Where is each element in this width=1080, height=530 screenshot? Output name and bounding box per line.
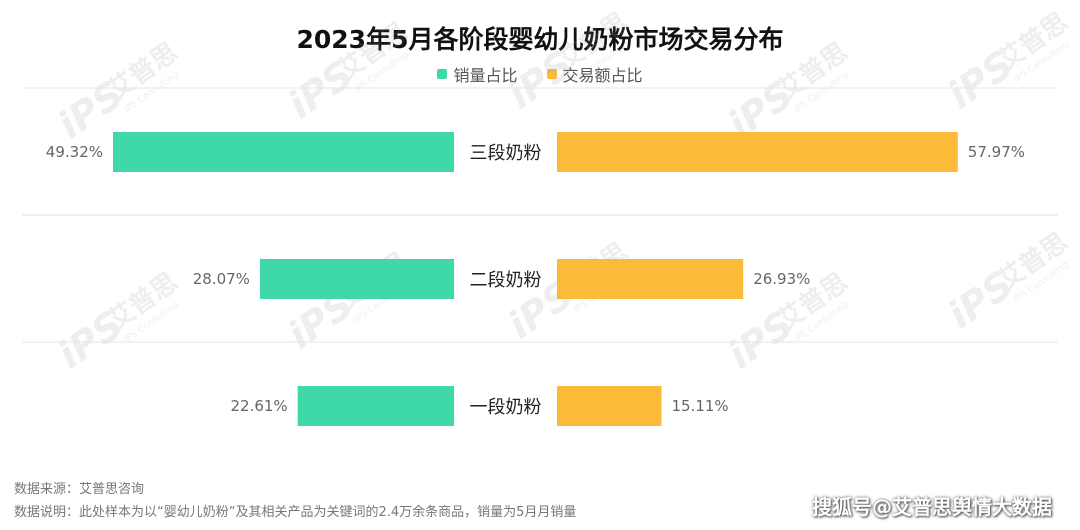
data-label-revenue: 26.93%	[753, 270, 810, 288]
legend-label-sales: 销量占比	[453, 66, 518, 85]
legend-swatch-sales	[437, 69, 448, 79]
bar-revenue	[557, 259, 744, 299]
bar-sales	[297, 386, 454, 426]
bar-revenue	[557, 386, 662, 426]
legend-swatch-revenue	[546, 69, 557, 79]
chart-legend: 销量占比 交易额占比	[0, 62, 1080, 86]
legend-item-revenue: 交易额占比	[546, 62, 643, 86]
category-label: 三段奶粉	[470, 143, 542, 164]
data-label-sales: 49.32%	[46, 143, 103, 161]
source-watermark: 搜狐号@艾普思舆情大数据	[812, 495, 1052, 519]
bar-revenue	[557, 132, 958, 172]
data-label-sales: 28.07%	[193, 270, 250, 288]
footer-source: 数据来源：艾普思咨询	[14, 482, 145, 497]
category-label: 一段奶粉	[470, 397, 542, 418]
legend-label-revenue: 交易额占比	[562, 66, 643, 85]
bar-sales	[113, 132, 454, 172]
data-label-sales: 22.61%	[230, 397, 287, 415]
data-label-revenue: 15.11%	[671, 397, 728, 415]
data-label-revenue: 57.97%	[968, 143, 1025, 161]
chart-title: 2023年5月各阶段婴幼儿奶粉市场交易分布	[296, 25, 784, 54]
category-label: 二段奶粉	[470, 270, 542, 291]
bar-sales	[259, 259, 454, 299]
legend-item-sales: 销量占比	[437, 62, 517, 86]
footer-note: 数据说明：此处样本为以“婴幼儿奶粉”及其相关产品为关键词的2.4万余条商品，销量…	[14, 505, 577, 520]
